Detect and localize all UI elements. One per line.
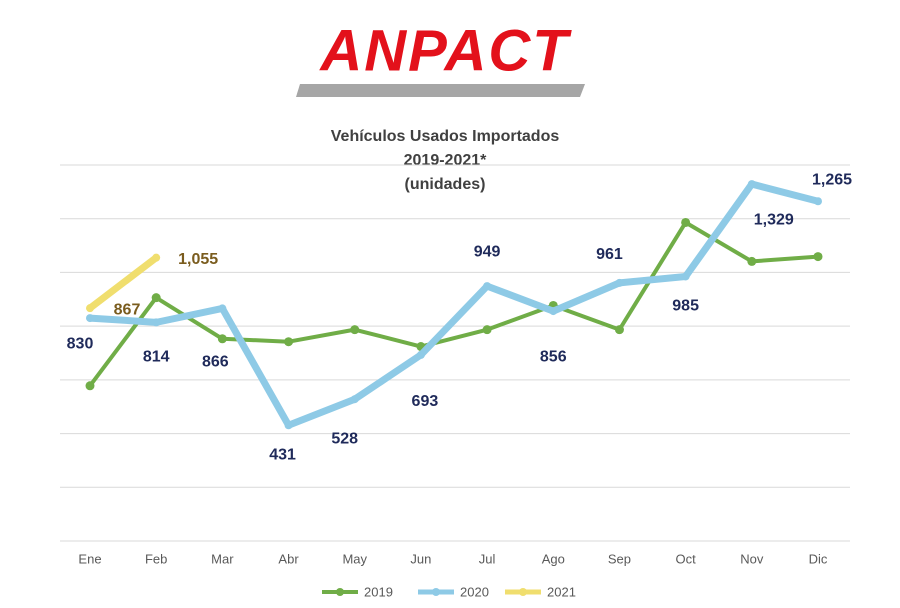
legend-label: 2019: [364, 584, 393, 599]
point: [482, 325, 492, 335]
x-tick-label: May: [342, 551, 367, 566]
x-tick-label: Ene: [78, 551, 101, 566]
data-label: 856: [540, 348, 567, 365]
data-label: 830: [67, 335, 94, 352]
point: [284, 421, 293, 430]
point: [218, 304, 227, 313]
data-label: 528: [331, 430, 358, 447]
data-label: 867: [114, 301, 141, 318]
data-label: 985: [672, 298, 699, 315]
point: [350, 395, 359, 404]
x-tick-label: Feb: [145, 551, 167, 566]
point: [284, 337, 294, 347]
point: [152, 253, 161, 262]
point: [747, 256, 757, 266]
x-tick-label: Mar: [211, 551, 234, 566]
chart-title: (unidades): [405, 176, 486, 193]
point: [217, 334, 227, 344]
point: [86, 304, 94, 313]
data-label: 949: [474, 243, 501, 260]
data-label: 1,265: [812, 171, 852, 188]
legend-label: 2020: [460, 584, 489, 599]
legend-marker: [519, 588, 527, 596]
data-label: 431: [269, 446, 296, 463]
x-tick-label: Sep: [608, 551, 631, 566]
x-tick-label: Jun: [410, 551, 431, 566]
legend-marker: [432, 588, 440, 596]
point: [614, 325, 624, 335]
point: [615, 278, 624, 287]
chart-title: 2019-2021*: [404, 152, 488, 169]
point: [151, 293, 161, 303]
data-label: 866: [202, 354, 229, 371]
x-tick-label: Nov: [740, 551, 764, 566]
point: [681, 217, 691, 227]
x-tick-label: Jul: [479, 551, 496, 566]
point: [814, 197, 822, 206]
point: [152, 318, 161, 327]
legend-marker: [336, 588, 344, 596]
point: [85, 381, 95, 391]
point: [747, 180, 756, 189]
data-label: 1,329: [754, 211, 794, 228]
chart-title: Vehículos Usados Importados: [331, 128, 560, 145]
x-tick-label: Oct: [676, 551, 697, 566]
data-label: 693: [412, 393, 439, 410]
data-label: 961: [596, 246, 623, 263]
series-line: [88, 220, 820, 388]
point: [86, 314, 94, 323]
point: [483, 282, 492, 291]
data-label: 814: [143, 349, 170, 366]
legend-label: 2021: [547, 584, 576, 599]
point: [813, 252, 823, 262]
x-tick-label: Abr: [278, 551, 299, 566]
point: [350, 325, 360, 335]
point: [681, 272, 690, 281]
x-tick-label: Dic: [809, 551, 828, 566]
series-line: [86, 254, 160, 312]
point: [416, 350, 425, 359]
x-tick-label: Ago: [542, 551, 565, 566]
logo-stripe: [296, 84, 585, 97]
logo: ANPACT: [318, 18, 572, 83]
data-label: 1,055: [178, 251, 218, 268]
series-line: [86, 180, 822, 429]
point: [549, 307, 558, 316]
